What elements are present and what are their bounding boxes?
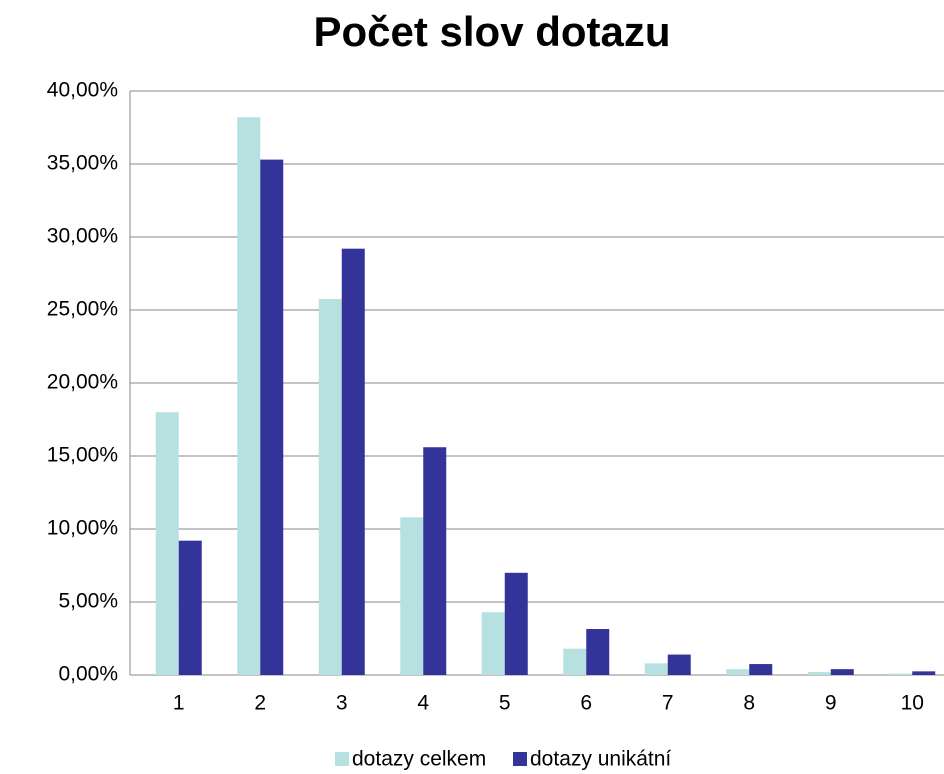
y-tick-label: 0,00%: [58, 663, 118, 686]
bar: [644, 663, 668, 675]
bar: [830, 669, 854, 675]
y-tick-label: 10,00%: [47, 517, 118, 540]
x-tick-label: 5: [499, 692, 511, 715]
bar: [423, 447, 447, 675]
bar: [586, 629, 610, 675]
x-tick-label: 6: [580, 692, 592, 715]
bar: [889, 673, 913, 675]
x-tick-label: 10: [901, 692, 924, 715]
bar: [912, 671, 936, 675]
x-tick-label: 7: [662, 692, 674, 715]
x-tick-label: 8: [743, 692, 755, 715]
x-tick-label: 2: [254, 692, 266, 715]
chart-title: Počet slov dotazu: [313, 8, 670, 55]
bar: [481, 612, 505, 675]
bar: [155, 412, 179, 675]
bar: [807, 672, 831, 675]
y-tick-label: 35,00%: [47, 152, 118, 175]
legend-swatch: [335, 752, 349, 766]
x-tick-label: 9: [825, 692, 837, 715]
y-tick-label: 15,00%: [47, 444, 118, 467]
legend-label: dotazy celkem: [352, 748, 486, 771]
bar: [726, 669, 750, 675]
bar: [563, 648, 587, 675]
bar: [749, 664, 773, 675]
legend-swatch: [513, 752, 527, 766]
y-tick-label: 5,00%: [58, 590, 118, 613]
y-tick-label: 30,00%: [47, 225, 118, 248]
bar: [400, 517, 424, 675]
bar: [341, 248, 365, 675]
x-tick-label: 3: [336, 692, 348, 715]
bar: [237, 117, 261, 675]
bar: [667, 654, 691, 675]
x-tick-label: 1: [173, 692, 185, 715]
bar: [178, 540, 202, 675]
y-tick-label: 20,00%: [47, 371, 118, 394]
y-tick-label: 25,00%: [47, 298, 118, 321]
bar: [504, 572, 528, 675]
bar: [318, 299, 342, 675]
bar: [260, 159, 284, 675]
legend-label: dotazy unikátní: [530, 748, 671, 771]
y-tick-label: 40,00%: [47, 79, 118, 102]
x-tick-label: 4: [417, 692, 429, 715]
